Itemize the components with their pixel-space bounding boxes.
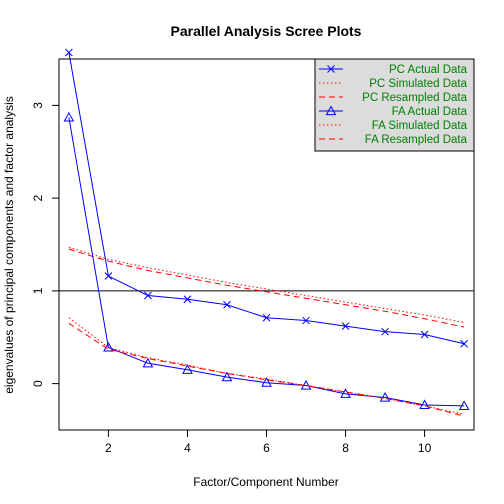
data-point [63, 111, 75, 122]
y-tick-label: 3 [31, 102, 45, 109]
data-point [340, 388, 351, 398]
x-tick-label: 4 [184, 441, 191, 455]
legend-label: PC Simulated Data [369, 78, 467, 90]
chart-title: Parallel Analysis Scree Plots [171, 23, 362, 39]
data-point [460, 339, 468, 348]
legend-item: FA Simulated Data [319, 120, 468, 132]
series-line [68, 246, 465, 323]
data-point [379, 392, 391, 402]
data-point [144, 291, 152, 300]
data-point [104, 272, 113, 280]
series-1 [68, 246, 465, 323]
legend-box [314, 58, 475, 152]
legend-item: PC Simulated Data [319, 78, 468, 90]
series-line [68, 117, 465, 407]
data-point [341, 322, 350, 330]
x-tick-label: 8 [342, 441, 349, 455]
y-axis-label: eigenvalues of principal components and … [2, 96, 16, 394]
data-point [261, 377, 272, 387]
x-tick-label: 2 [105, 441, 112, 455]
series-line [68, 317, 465, 415]
data-point [262, 313, 271, 322]
legend-item: FA Actual Data [319, 105, 468, 118]
legend-label: FA Resampled Data [365, 134, 468, 146]
legend-item: FA Resampled Data [319, 134, 468, 146]
x-tick-label: 10 [418, 441, 432, 455]
data-point [183, 295, 192, 304]
legend: PC Actual Data PC Simulated Data PC Resamp… [314, 58, 475, 152]
data-point [142, 357, 154, 368]
data-point [65, 48, 73, 57]
data-point [221, 371, 233, 382]
legend-label: FA Simulated Data [372, 120, 468, 132]
series-4 [68, 317, 465, 415]
legend-label: PC Actual Data [389, 64, 468, 76]
series-5 [68, 322, 465, 417]
series-line [68, 248, 465, 328]
y-tick-label: 0 [31, 380, 45, 387]
legend-label: FA Actual Data [392, 106, 468, 118]
data-point [420, 330, 429, 339]
series-2 [68, 248, 465, 328]
legend-item: PC Resampled Data [319, 92, 468, 104]
series-3 [63, 111, 470, 410]
legend-marker [325, 105, 337, 116]
data-point [458, 400, 470, 410]
data-point [302, 316, 310, 325]
data-point [103, 341, 114, 352]
legend-label: PC Resampled Data [362, 92, 467, 104]
data-point [381, 327, 389, 336]
data-point [223, 300, 231, 309]
y-tick-label: 2 [31, 194, 45, 201]
y-tick-label: 1 [31, 287, 45, 294]
x-tick-label: 6 [263, 441, 270, 455]
series-0 [65, 48, 468, 348]
legend-marker [327, 65, 335, 73]
x-axis-label: Factor/Component Number [193, 475, 338, 489]
data-point [419, 399, 430, 410]
legend-item: PC Actual Data [319, 64, 468, 76]
series-line [68, 322, 465, 417]
data-point [182, 364, 193, 374]
